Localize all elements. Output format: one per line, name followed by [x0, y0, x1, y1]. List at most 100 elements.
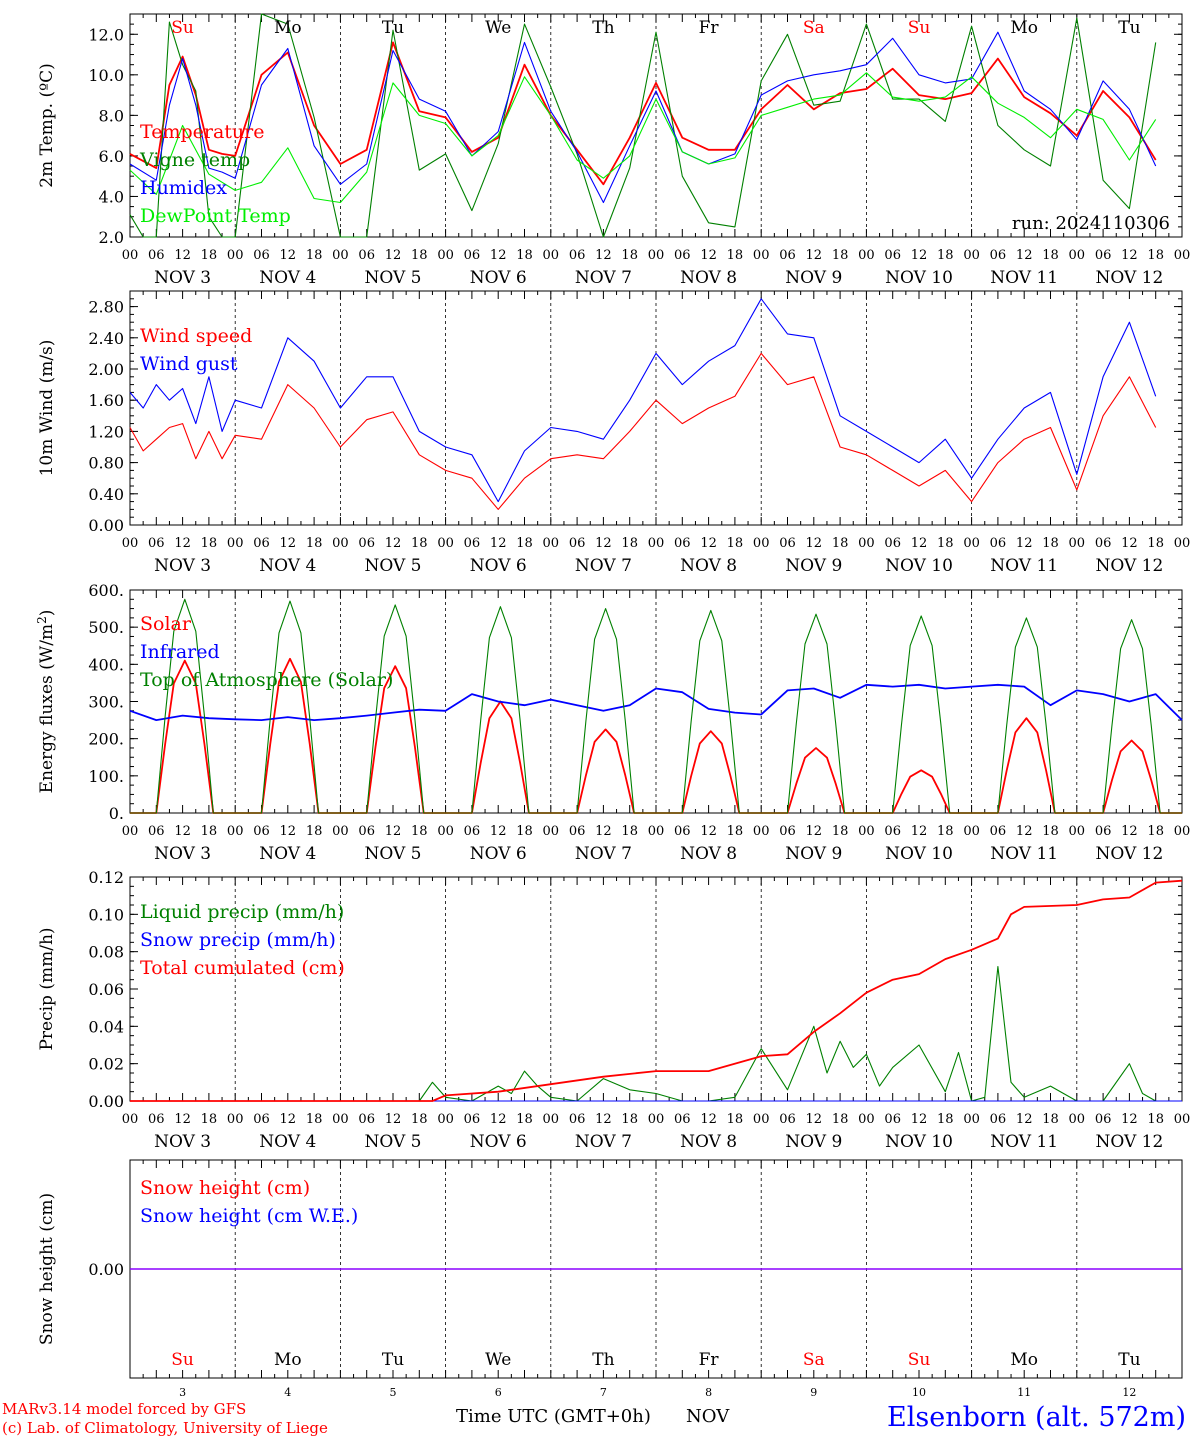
- hour-tick-label: 00: [543, 1112, 560, 1127]
- day-number-label: 12: [1122, 1386, 1136, 1399]
- hour-tick-label: 12: [1121, 824, 1138, 839]
- hour-tick-label: 00: [858, 824, 875, 839]
- y-tick-label: 600.: [88, 581, 124, 600]
- hour-tick-label: 12: [174, 1112, 191, 1127]
- date-label: NOV 4: [259, 268, 316, 288]
- hour-tick-label: 12: [806, 1112, 823, 1127]
- hour-tick-label: 06: [990, 248, 1007, 263]
- hour-tick-label: 12: [595, 824, 612, 839]
- hour-tick-label: 12: [911, 248, 928, 263]
- hour-tick-label: 00: [332, 536, 349, 551]
- y-tick-label: 8.0: [99, 106, 124, 125]
- hour-tick-label: 12: [911, 824, 928, 839]
- series-line-humidex: [129, 31, 1157, 204]
- hour-tick-label: 12: [174, 824, 191, 839]
- date-label: NOV 7: [575, 556, 632, 576]
- weekday-label: Mo: [1010, 18, 1038, 38]
- hour-tick-label: 18: [727, 248, 744, 263]
- hour-tick-label: 12: [280, 536, 297, 551]
- weekday-label: Tu: [382, 1350, 404, 1370]
- legend-entry: Infrared: [140, 641, 220, 663]
- hour-tick-label: 12: [911, 1112, 928, 1127]
- hour-tick-label: 06: [674, 536, 691, 551]
- hour-tick-label: 00: [543, 248, 560, 263]
- weekday-label: Fr: [699, 1350, 720, 1370]
- hour-tick-label: 12: [700, 824, 717, 839]
- date-label: NOV 11: [990, 1132, 1058, 1152]
- weekday-label: Tu: [1118, 1350, 1140, 1370]
- panel-wind: 0.00 0.40 0.80 1.20 1.60 2.00 2.40 2.80 10m Wind…: [37, 290, 1191, 576]
- y-tick-label: 1.20: [88, 422, 124, 441]
- hour-tick-label: 00: [1069, 536, 1086, 551]
- hour-tick-label: 00: [437, 248, 454, 263]
- hour-tick-label: 18: [201, 536, 218, 551]
- date-label: NOV 12: [1095, 556, 1163, 576]
- hour-tick-label: 18: [306, 248, 323, 263]
- weekday-label: Tu: [1118, 18, 1140, 38]
- hour-tick-label: 00: [1174, 536, 1191, 551]
- hour-tick-label: 06: [148, 536, 165, 551]
- model-credit: MARv3.14 model forced by GFS: [2, 1400, 247, 1418]
- weekday-label: We: [485, 1350, 511, 1370]
- hour-tick-label: 06: [884, 536, 901, 551]
- hour-tick-label: 06: [674, 824, 691, 839]
- series-line-top-of-atmosphere-solar-: [130, 598, 1182, 814]
- hour-tick-label: 00: [858, 1112, 875, 1127]
- hour-tick-label: 18: [621, 1112, 638, 1127]
- hour-tick-label: 00: [963, 248, 980, 263]
- hour-tick-label: 18: [411, 248, 428, 263]
- date-label: NOV 12: [1095, 1132, 1163, 1152]
- hour-tick-label: 00: [963, 1112, 980, 1127]
- hour-tick-label: 18: [832, 536, 849, 551]
- weekday-label: Th: [592, 1350, 614, 1370]
- hour-tick-label: 18: [832, 1112, 849, 1127]
- hour-tick-label: 12: [1016, 1112, 1033, 1127]
- y-tick-label: 0.02: [88, 1055, 124, 1074]
- date-label: NOV 3: [154, 1132, 211, 1152]
- weekday-label: Mo: [274, 18, 302, 38]
- hour-tick-label: 18: [937, 536, 954, 551]
- series-line-total-cumulated-cm-: [130, 879, 1183, 1102]
- hour-tick-label: 18: [1147, 824, 1164, 839]
- day-number-label: 8: [705, 1386, 712, 1399]
- hour-tick-label: 06: [569, 1112, 586, 1127]
- day-number-label: 5: [390, 1386, 397, 1399]
- legend-entry: Humidex: [140, 177, 227, 199]
- panel-energy: 0. 100. 200. 300. 400. 500. 600. Energy fluxes …: [35, 581, 1190, 864]
- hour-tick-label: 12: [174, 248, 191, 263]
- hour-tick-label: 12: [595, 536, 612, 551]
- time-axis-label: Time UTC (GMT+0h): [456, 1406, 651, 1427]
- hour-tick-label: 00: [858, 248, 875, 263]
- hour-tick-label: 06: [253, 824, 270, 839]
- hour-tick-label: 00: [1174, 248, 1191, 263]
- hour-tick-label: 12: [1121, 536, 1138, 551]
- hour-tick-label: 18: [516, 248, 533, 263]
- hour-tick-label: 12: [280, 248, 297, 263]
- lab-credit: (c) Lab. of Climatology, University of L…: [2, 1419, 328, 1437]
- date-label: NOV 9: [785, 844, 842, 864]
- y-tick-label: 0.00: [88, 1260, 124, 1279]
- hour-tick-label: 12: [700, 1112, 717, 1127]
- hour-tick-label: 06: [779, 536, 796, 551]
- y-tick-label: 0.00: [88, 516, 124, 535]
- hour-tick-label: 00: [1174, 1112, 1191, 1127]
- legend-entry: Snow precip (mm/h): [140, 929, 336, 951]
- legend-entry: Total cumulated (cm): [140, 957, 345, 979]
- hour-tick-label: 12: [490, 248, 507, 263]
- series-line-wind-gust: [129, 298, 1157, 503]
- hour-tick-label: 00: [753, 248, 770, 263]
- hour-tick-label: 12: [595, 248, 612, 263]
- y-axis-label: Snow height (cm): [37, 1193, 57, 1345]
- date-label: NOV 10: [885, 1132, 953, 1152]
- y-tick-label: 0.: [109, 804, 124, 823]
- date-label: NOV 9: [785, 556, 842, 576]
- series-line-vigne-temp: [129, 13, 1157, 238]
- hour-tick-label: 06: [569, 248, 586, 263]
- date-label: NOV 11: [990, 268, 1058, 288]
- hour-tick-label: 00: [437, 824, 454, 839]
- hour-tick-label: 06: [990, 824, 1007, 839]
- hour-tick-label: 06: [1095, 536, 1112, 551]
- y-tick-label: 2.00: [88, 360, 124, 379]
- legend-entry: Snow height (cm): [140, 1177, 310, 1199]
- y-tick-label: 400.: [88, 655, 124, 674]
